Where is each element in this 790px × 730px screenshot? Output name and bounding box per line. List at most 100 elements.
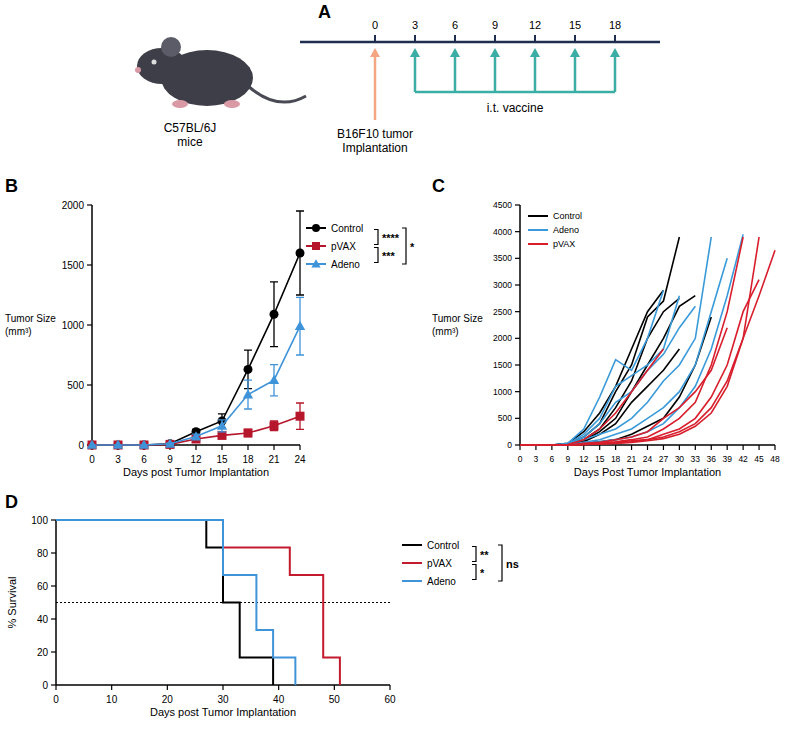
timeline-tick	[534, 35, 536, 42]
x-tick-label: 18	[242, 454, 254, 465]
x-tick-label: 40	[273, 694, 285, 705]
y-tick	[515, 258, 520, 259]
y-axis-title: % Survival	[6, 577, 18, 629]
y-tick-label: 0	[42, 680, 48, 691]
timeline	[300, 41, 660, 44]
vaccine-arrow	[454, 56, 457, 92]
legend: ControlAdenopVAX	[528, 211, 582, 249]
x-tick-label: 50	[329, 694, 341, 705]
x-tick	[195, 445, 196, 450]
mouse-curve	[520, 237, 711, 445]
x-tick-label: 12	[190, 454, 202, 465]
significance-bracket	[374, 248, 378, 263]
y-tick-label: 0	[507, 440, 512, 450]
x-tick	[774, 445, 775, 450]
significance-bracket	[472, 565, 476, 580]
survival-curve	[56, 520, 273, 685]
timeline-tick-label: 12	[529, 19, 541, 31]
y-tick	[51, 552, 56, 553]
plot-marks	[87, 211, 305, 450]
error-bar	[296, 403, 304, 429]
x-axis-title: Days Post Tumor Implantation	[574, 466, 721, 478]
y-tick	[87, 324, 92, 325]
y-tick-label: 1000	[62, 320, 85, 331]
marker-triangle	[165, 438, 175, 447]
x-tick	[647, 445, 648, 450]
x-tick	[278, 685, 279, 690]
text-line: C57BL/6J	[164, 121, 217, 135]
x-axis-title: Days post Tumor Implantation	[150, 706, 296, 718]
error-bar	[296, 211, 304, 295]
marker-circle	[166, 439, 175, 448]
x-tick-label: 27	[659, 454, 669, 464]
marker-circle	[296, 249, 305, 258]
x-tick-label: 33	[691, 454, 701, 464]
x-tick-label: 30	[675, 454, 685, 464]
timeline-tick-label: 15	[569, 19, 581, 31]
timeline-tick	[614, 35, 616, 42]
vaccine-arrowhead	[570, 48, 580, 57]
marker-triangle	[191, 431, 201, 440]
marker-triangle	[139, 440, 149, 449]
y-tick-label: 1000	[493, 387, 512, 397]
vaccine-arrowhead	[450, 48, 460, 57]
significance-bracket	[402, 228, 406, 264]
marker-circle	[270, 310, 279, 319]
y-tick-label: 4000	[493, 227, 512, 237]
panel-b: B050010001500200003691215182124Days post…	[5, 176, 415, 478]
y-tick-label: 3000	[493, 280, 512, 290]
y-tick-label: 500	[67, 380, 84, 391]
legend-label: pVAX	[331, 241, 356, 252]
legend-label: pVAX	[427, 558, 452, 569]
plot-marks	[520, 234, 775, 445]
x-tick-label: 10	[106, 694, 118, 705]
implant-arrowhead	[370, 48, 380, 57]
legend-label: Adeno	[331, 259, 360, 270]
y-tick-label: 500	[498, 413, 512, 423]
text-line: Implantation	[342, 141, 407, 155]
marker-triangle	[269, 375, 279, 384]
vaccine-arrowhead	[610, 48, 620, 57]
y-tick	[51, 618, 56, 619]
vaccine-arrowhead	[490, 48, 500, 57]
significance-bracket	[498, 545, 502, 581]
legend: ControlpVAXAdeno	[402, 540, 459, 587]
marker-triangle	[217, 420, 227, 429]
timeline-tick	[574, 35, 576, 42]
legend: ControlpVAXAdeno	[306, 223, 363, 270]
y-tick-label: 4500	[493, 200, 512, 210]
x-tick	[247, 445, 248, 450]
mouse-curve	[520, 317, 711, 445]
x-tick-label: 15	[216, 454, 228, 465]
x-tick-label: 45	[754, 454, 764, 464]
vaccine-arrow	[534, 56, 537, 92]
marker-triangle	[243, 389, 253, 398]
x-tick	[221, 445, 222, 450]
y-tick	[87, 264, 92, 265]
panel-c: C050010001500200025003000350040004500036…	[432, 176, 780, 478]
y-tick	[515, 284, 520, 285]
x-tick	[727, 445, 728, 450]
mouse-ear	[161, 37, 181, 57]
mouse-curve	[520, 296, 695, 445]
x-tick	[711, 445, 712, 450]
plot-marks	[56, 520, 390, 685]
significance-label: **	[480, 549, 489, 561]
y-tick	[51, 585, 56, 586]
x-tick	[167, 685, 168, 690]
x-tick	[299, 445, 300, 450]
significance-label: ***	[382, 250, 396, 262]
x-tick-label: 3	[115, 454, 121, 465]
x-tick-label: 20	[162, 694, 174, 705]
x-tick	[583, 445, 584, 450]
x-tick	[222, 685, 223, 690]
vaccine-bracket	[415, 91, 615, 94]
vaccine-arrow	[494, 56, 497, 92]
legend-label: Control	[427, 540, 459, 551]
x-tick-label: 21	[627, 454, 637, 464]
y-tick-label: 3500	[493, 253, 512, 263]
x-tick-label: 6	[550, 454, 555, 464]
text-line: B16F10 tumor	[337, 127, 413, 141]
x-tick	[599, 445, 600, 450]
x-tick	[695, 445, 696, 450]
